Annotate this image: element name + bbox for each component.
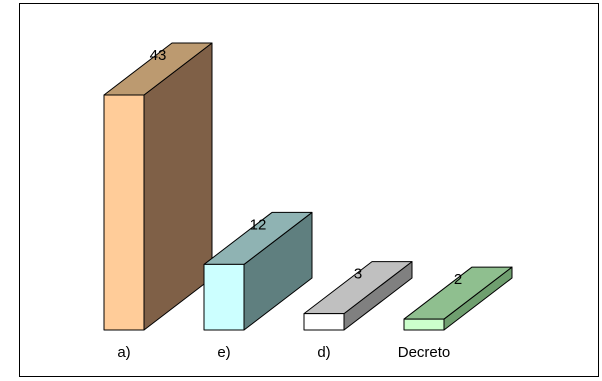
data-label-0: 43 [150,47,167,64]
data-label-3: 2 [454,271,462,288]
data-label-1: 12 [250,216,267,233]
category-label-2: d) [317,344,330,361]
category-label-3: Decreto [398,344,451,361]
data-label-2: 3 [354,266,362,283]
category-label-0: a) [117,344,130,361]
category-label-1: e) [217,344,230,361]
bar-front-0 [103,94,145,331]
bar-front-2 [303,313,345,331]
bar-front-3 [403,318,445,331]
bar-front-1 [203,263,245,331]
